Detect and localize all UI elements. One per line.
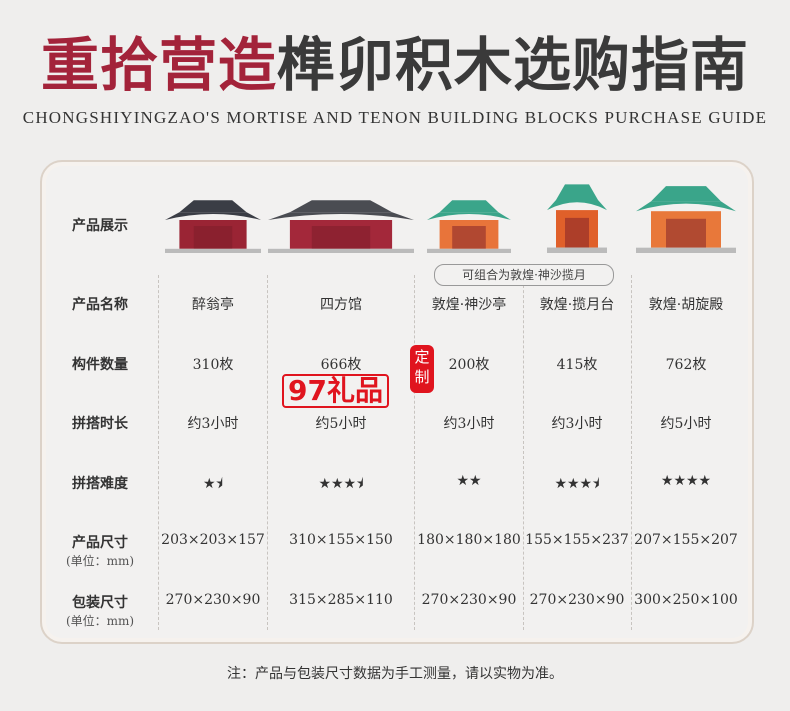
cell-stars: ★★★⯨: [318, 476, 364, 492]
divider: [414, 275, 415, 630]
cell-package: 270×230×90: [529, 592, 625, 608]
cell-stars: ★★★★: [660, 473, 712, 489]
watermark-logo: 97礼品: [282, 374, 389, 408]
cell-pieces: 666枚: [320, 357, 362, 373]
cell-package: 270×230×90: [165, 592, 261, 608]
label-pieces: 构件数量: [72, 357, 128, 373]
divider: [631, 275, 632, 630]
cell-pieces: 200枚: [448, 357, 490, 373]
product-image: [547, 184, 607, 253]
cell-name: 敦煌·揽月台: [539, 297, 615, 313]
cell-package: 300×250×100: [634, 592, 738, 608]
cell-name: 醉翁亭: [192, 297, 234, 313]
cell-time: 约5小时: [660, 416, 712, 432]
cell-name: 四方馆: [320, 297, 362, 313]
label-size: 产品尺寸 (单位：mm): [65, 535, 135, 568]
divider: [523, 275, 524, 630]
cell-stars: ★⯨: [203, 476, 223, 492]
label-time: 拼搭时长: [72, 416, 128, 432]
cell-time: 约3小时: [187, 416, 239, 432]
cell-time: 约3小时: [443, 416, 495, 432]
cell-stars: ★★★⯨: [554, 476, 600, 492]
cell-time: 约3小时: [551, 416, 603, 432]
label-display: 产品展示: [72, 218, 128, 234]
cell-pieces: 310枚: [192, 357, 234, 373]
comparison-card: [40, 160, 754, 644]
cell-pieces: 762枚: [665, 357, 707, 373]
page-title: 重拾营造榫卯积木选购指南: [40, 31, 750, 99]
cell-time: 约5小时: [315, 416, 367, 432]
cell-pieces: 415枚: [556, 357, 598, 373]
product-image: [427, 200, 511, 253]
label-name: 产品名称: [72, 297, 128, 313]
cell-package: 315×285×110: [289, 592, 393, 608]
cell-package: 270×230×90: [421, 592, 517, 608]
page-subtitle: CHONGSHIYINGZAO'S MORTISE AND TENON BUIL…: [22, 108, 768, 127]
cell-size: 155×155×237: [525, 532, 629, 548]
divider: [158, 275, 159, 630]
product-image: [636, 186, 736, 253]
product-image: [268, 200, 414, 253]
cell-name: 敦煌·神沙亭: [431, 297, 507, 313]
footnote: 注：产品与包装尺寸数据为手工测量，请以实物为准。: [227, 666, 563, 682]
combo-badge: 可组合为敦煌·神沙揽月: [434, 264, 614, 286]
label-package: 包装尺寸 (单位：mm): [65, 595, 135, 628]
cell-stars: ★★: [456, 473, 482, 489]
cell-name: 敦煌·胡旋殿: [648, 297, 724, 313]
cell-size: 207×155×207: [634, 532, 738, 548]
divider: [267, 275, 268, 630]
cell-size: 203×203×157: [161, 532, 265, 548]
watermark-seal: 定制: [410, 345, 434, 393]
cell-size: 180×180×180: [417, 532, 521, 548]
label-difficulty: 拼搭难度: [72, 476, 128, 492]
cell-size: 310×155×150: [289, 532, 393, 548]
product-image: [165, 200, 261, 253]
